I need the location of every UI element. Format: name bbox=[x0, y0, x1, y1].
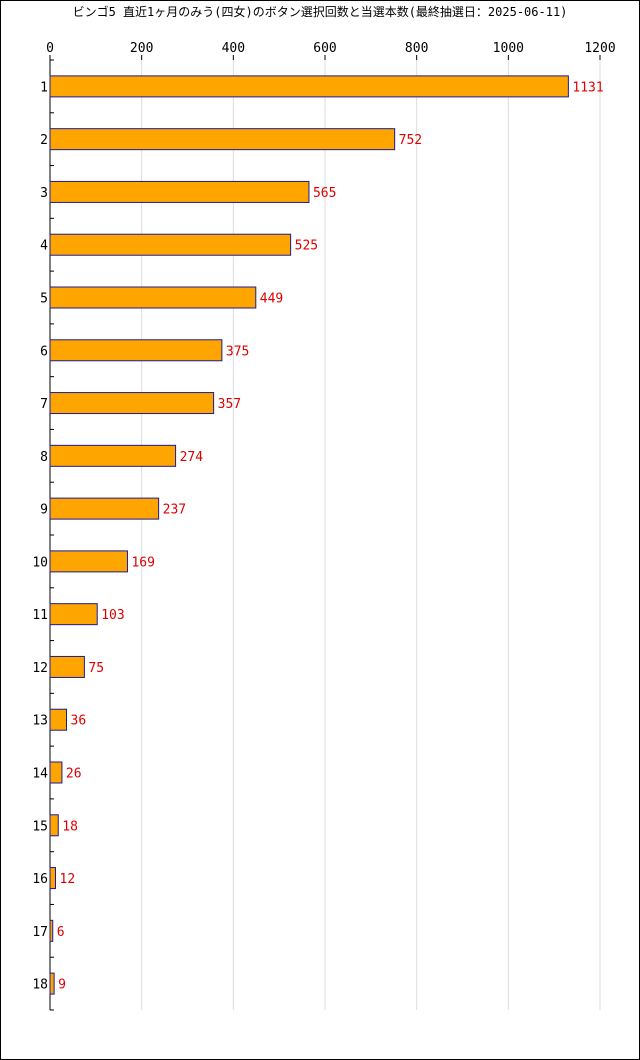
category-label: 1 bbox=[40, 80, 48, 95]
x-tick-label: 600 bbox=[313, 41, 336, 56]
value-label: 357 bbox=[218, 397, 241, 412]
category-label: 5 bbox=[40, 292, 48, 307]
value-label: 237 bbox=[163, 503, 186, 518]
bar bbox=[49, 339, 223, 362]
bar bbox=[49, 867, 56, 890]
chart-title: ビンゴ5 直近1ヶ月のみう(四女)のボタン選択回数と当選本数(最終抽選日：202… bbox=[72, 5, 568, 19]
bar bbox=[49, 972, 55, 995]
bar bbox=[49, 180, 310, 203]
category-label: 10 bbox=[32, 555, 48, 570]
category-label: 16 bbox=[32, 872, 48, 887]
category-label: 11 bbox=[32, 608, 48, 623]
bar bbox=[49, 75, 569, 98]
category-label: 15 bbox=[32, 819, 48, 834]
value-label: 525 bbox=[295, 239, 318, 254]
x-tick-label: 800 bbox=[405, 41, 428, 56]
category-label: 13 bbox=[32, 714, 48, 729]
bar bbox=[49, 128, 396, 151]
category-label: 17 bbox=[32, 925, 48, 940]
bar bbox=[49, 444, 177, 467]
value-label: 565 bbox=[313, 186, 336, 201]
value-label: 36 bbox=[71, 714, 87, 729]
category-label: 12 bbox=[32, 661, 48, 676]
value-label: 752 bbox=[399, 133, 422, 148]
value-label: 103 bbox=[101, 608, 124, 623]
bar bbox=[49, 392, 215, 415]
category-label: 7 bbox=[40, 397, 48, 412]
x-tick-label: 400 bbox=[222, 41, 245, 56]
category-label: 8 bbox=[40, 450, 48, 465]
value-label: 169 bbox=[131, 555, 154, 570]
category-label: 2 bbox=[40, 133, 48, 148]
value-label: 274 bbox=[180, 450, 204, 465]
gridlines bbox=[141, 60, 601, 1010]
bar bbox=[49, 708, 67, 731]
bar bbox=[49, 603, 98, 626]
x-tick-label: 1200 bbox=[584, 41, 615, 56]
bar bbox=[49, 919, 54, 942]
x-tick-label: 200 bbox=[130, 41, 153, 56]
category-label: 14 bbox=[32, 767, 48, 782]
value-label: 9 bbox=[58, 978, 66, 993]
category-label: 18 bbox=[32, 978, 48, 993]
bar bbox=[49, 761, 63, 784]
value-label: 75 bbox=[88, 661, 104, 676]
bar bbox=[49, 233, 292, 256]
value-label: 1131 bbox=[572, 80, 603, 95]
x-tick-label: 1000 bbox=[493, 41, 524, 56]
category-label: 4 bbox=[40, 239, 48, 254]
bar bbox=[49, 497, 160, 520]
category-label: 6 bbox=[40, 344, 48, 359]
category-label: 9 bbox=[40, 503, 48, 518]
bars bbox=[49, 75, 569, 995]
bar bbox=[49, 286, 257, 309]
bar bbox=[49, 655, 85, 678]
value-label: 18 bbox=[62, 819, 78, 834]
value-label: 449 bbox=[260, 292, 283, 307]
bar bbox=[49, 814, 59, 837]
value-label: 375 bbox=[226, 344, 249, 359]
value-label: 26 bbox=[66, 767, 82, 782]
bar bbox=[49, 550, 128, 573]
category-label: 3 bbox=[40, 186, 48, 201]
axes bbox=[49, 55, 601, 1011]
x-tick-label: 0 bbox=[46, 41, 54, 56]
value-label: 12 bbox=[60, 872, 76, 887]
value-label: 6 bbox=[57, 925, 65, 940]
